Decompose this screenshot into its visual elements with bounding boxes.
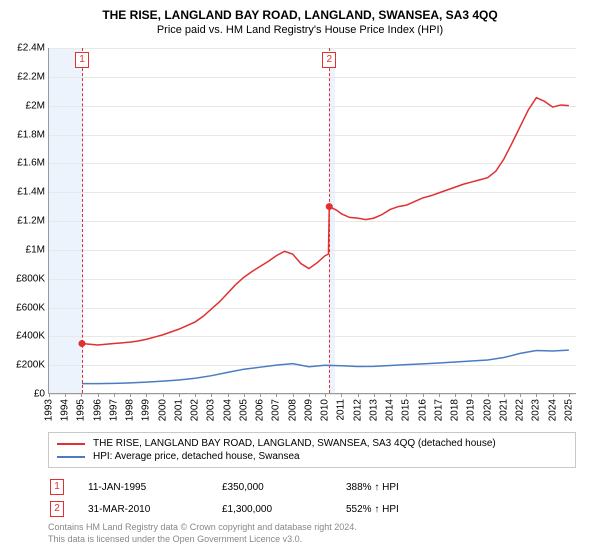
plot-svg <box>49 48 577 394</box>
y-tick-label: £1.2M <box>17 216 45 227</box>
x-tick-label: 2024 <box>547 399 558 421</box>
y-tick-label: £2.2M <box>17 71 45 82</box>
x-tick-label: 2010 <box>320 399 331 421</box>
legend-swatch <box>57 443 85 445</box>
x-tick-label: 2022 <box>515 399 526 421</box>
legend-row: HPI: Average price, detached house, Swan… <box>57 450 567 463</box>
x-tick-label: 2001 <box>173 399 184 421</box>
x-tick-label: 2007 <box>271 399 282 421</box>
y-tick-label: £2M <box>26 100 45 111</box>
x-tick-label: 2015 <box>401 399 412 421</box>
x-tick-label: 2009 <box>303 399 314 421</box>
chart-title: THE RISE, LANGLAND BAY ROAD, LANGLAND, S… <box>0 0 600 22</box>
x-tick-label: 2021 <box>498 399 509 421</box>
y-tick-label: £1.8M <box>17 129 45 140</box>
y-tick-label: £800K <box>16 273 45 284</box>
x-tick-label: 2018 <box>450 399 461 421</box>
x-tick-label: 2003 <box>206 399 217 421</box>
event-date: 11-JAN-1995 <box>88 482 198 493</box>
x-tick-label: 1999 <box>141 399 152 421</box>
x-tick-label: 2006 <box>255 399 266 421</box>
x-tick-label: 2011 <box>336 399 347 421</box>
event-pct: 552% ↑ HPI <box>346 504 399 515</box>
x-tick-label: 2013 <box>368 399 379 421</box>
event-price: £350,000 <box>222 482 322 493</box>
chart-area: £0£200K£400K£600K£800K£1M£1.2M£1.4M£1.6M… <box>48 48 576 394</box>
event-row: 2 31-MAR-2010 £1,300,000 552% ↑ HPI <box>48 498 576 520</box>
x-tick-label: 2016 <box>417 399 428 421</box>
x-tick-label: 2002 <box>190 399 201 421</box>
legend: THE RISE, LANGLAND BAY ROAD, LANGLAND, S… <box>48 432 576 468</box>
y-tick-label: £200K <box>16 360 45 371</box>
legend-label: HPI: Average price, detached house, Swan… <box>93 451 300 462</box>
x-tick-label: 1995 <box>76 399 87 421</box>
x-tick-label: 2000 <box>157 399 168 421</box>
legend-row: THE RISE, LANGLAND BAY ROAD, LANGLAND, S… <box>57 437 567 450</box>
x-tick-label: 1997 <box>108 399 119 421</box>
series-hpi <box>82 350 569 383</box>
y-tick-label: £1.4M <box>17 187 45 198</box>
x-tick-label: 1993 <box>44 399 55 421</box>
event-row: 1 11-JAN-1995 £350,000 388% ↑ HPI <box>48 476 576 498</box>
x-tick-label: 2020 <box>482 399 493 421</box>
event-number: 2 <box>50 501 64 517</box>
footer-line-2: This data is licensed under the Open Gov… <box>48 534 576 546</box>
y-tick-label: £0 <box>34 389 45 400</box>
legend-label: THE RISE, LANGLAND BAY ROAD, LANGLAND, S… <box>93 438 496 449</box>
event-marker-2: 2 <box>322 52 336 68</box>
x-tick-label: 2014 <box>385 399 396 421</box>
footer-line-1: Contains HM Land Registry data © Crown c… <box>48 522 576 534</box>
y-tick-label: £1.6M <box>17 158 45 169</box>
x-tick-label: 2008 <box>287 399 298 421</box>
x-tick-label: 2023 <box>531 399 542 421</box>
y-tick-label: £2.4M <box>17 43 45 54</box>
series-marker <box>78 340 85 347</box>
event-date: 31-MAR-2010 <box>88 504 198 515</box>
x-tick-label: 2019 <box>466 399 477 421</box>
event-number: 1 <box>50 479 64 495</box>
event-price: £1,300,000 <box>222 504 322 515</box>
gridline <box>49 394 576 395</box>
x-tick-label: 2017 <box>433 399 444 421</box>
event-marker-1: 1 <box>75 52 89 68</box>
x-tick-label: 2005 <box>238 399 249 421</box>
chart-subtitle: Price paid vs. HM Land Registry's House … <box>0 22 600 42</box>
event-table: 1 11-JAN-1995 £350,000 388% ↑ HPI 2 31-MAR-20… <box>48 476 576 520</box>
x-tick-label: 1998 <box>125 399 136 421</box>
plot-region: £0£200K£400K£600K£800K£1M£1.2M£1.4M£1.6M… <box>48 48 576 394</box>
series-property <box>82 98 569 345</box>
event-pct: 388% ↑ HPI <box>346 482 399 493</box>
x-tick-label: 1994 <box>60 399 71 421</box>
series-marker <box>326 203 333 210</box>
legend-swatch <box>57 456 85 458</box>
y-tick-label: £600K <box>16 302 45 313</box>
x-tick-label: 2004 <box>222 399 233 421</box>
x-tick-label: 2012 <box>352 399 363 421</box>
y-tick-label: £1M <box>26 244 45 255</box>
footer: Contains HM Land Registry data © Crown c… <box>48 522 576 545</box>
x-tick-label: 1996 <box>92 399 103 421</box>
x-tick-label: 2025 <box>563 399 574 421</box>
y-tick-label: £400K <box>16 331 45 342</box>
